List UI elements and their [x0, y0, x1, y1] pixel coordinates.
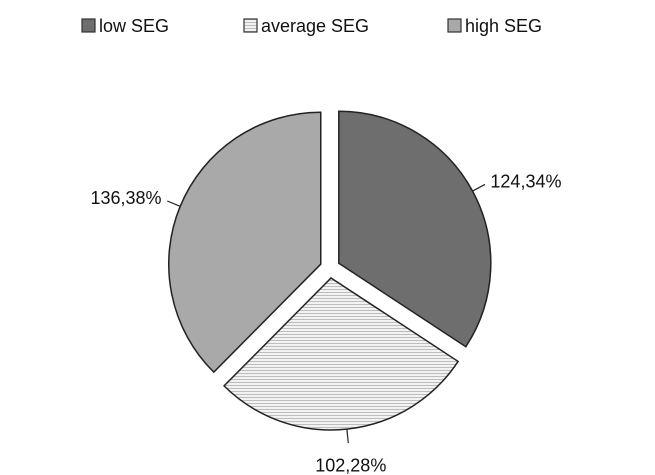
data-label: 124,34%: [490, 171, 561, 191]
legend-swatch: [243, 18, 258, 33]
leader-line: [472, 183, 486, 192]
pie-slice: [222, 276, 460, 431]
legend-swatch: [81, 18, 96, 33]
data-label: 136,38%: [90, 188, 161, 208]
legend-label: low SEG: [99, 16, 169, 36]
pie-slice: [168, 111, 322, 374]
legend-swatch: [447, 18, 462, 33]
legend-label: high SEG: [465, 16, 542, 36]
legend-label: average SEG: [261, 16, 369, 36]
data-label: 102,28%: [315, 456, 386, 475]
leader-line: [167, 200, 181, 207]
leader-line: [346, 429, 349, 444]
